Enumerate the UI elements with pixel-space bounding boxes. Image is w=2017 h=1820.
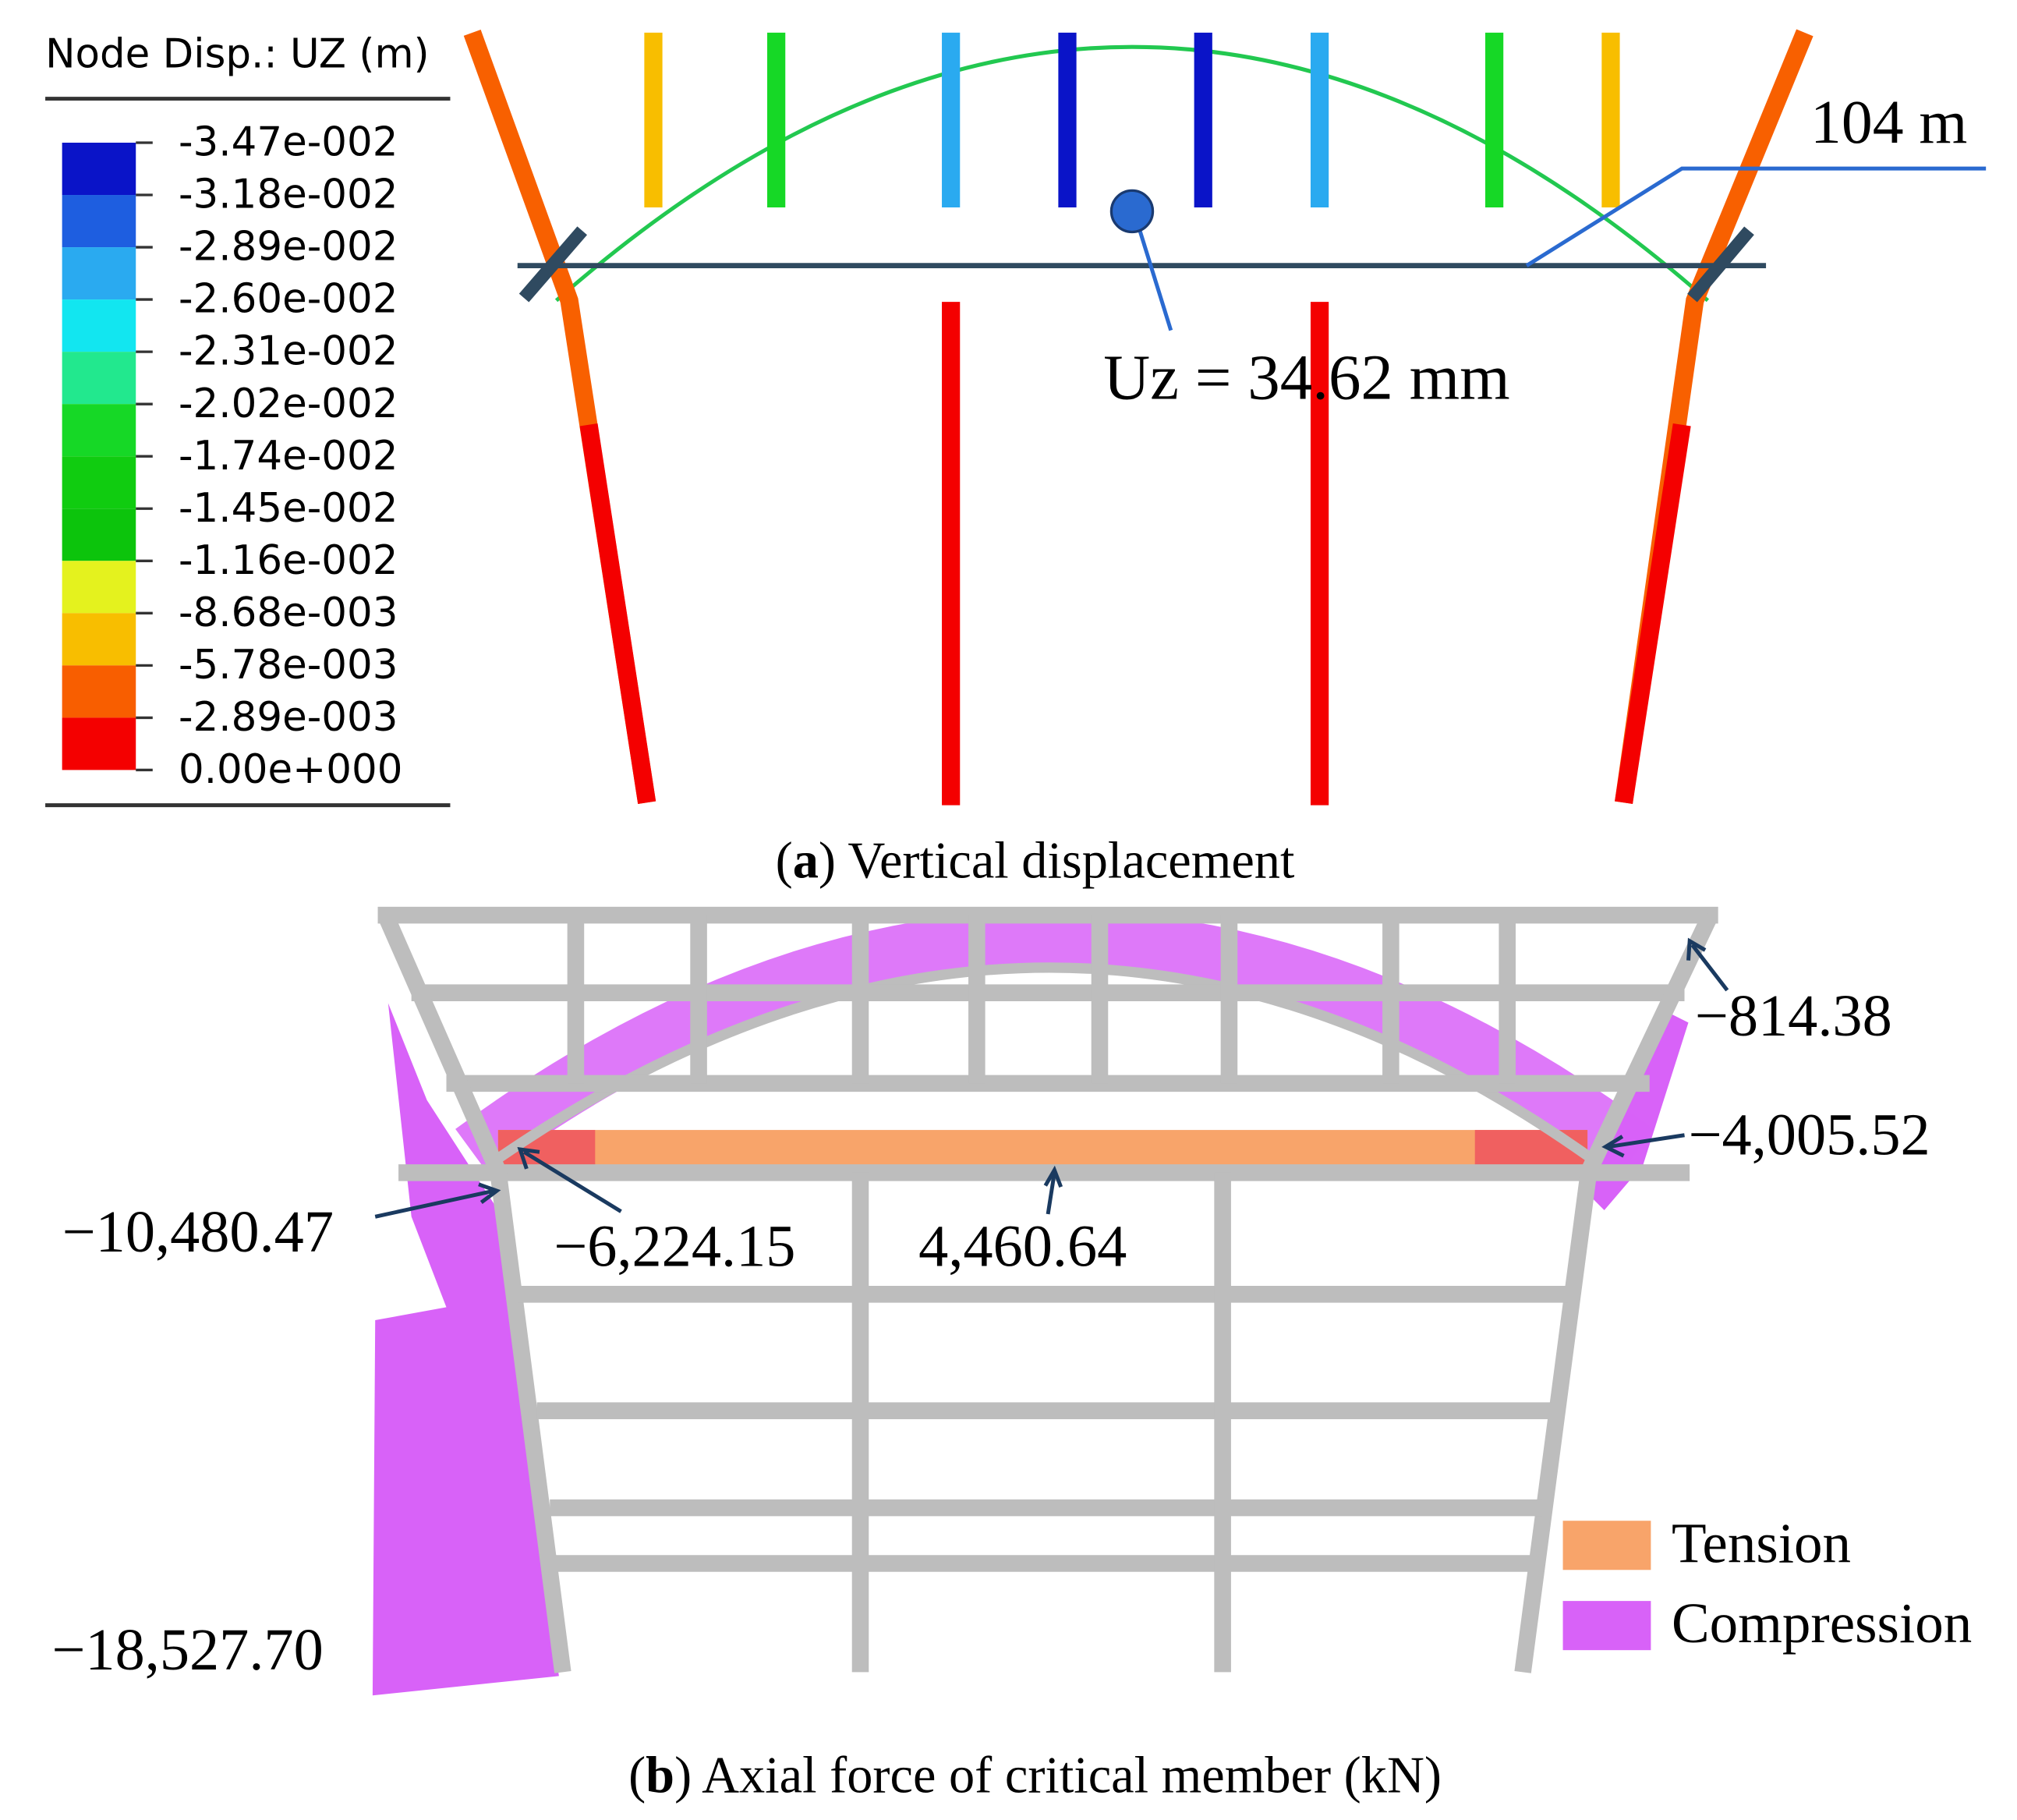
force-labels: −814.38 −4,005.52 −10,480.47 −6,224.15 4…: [51, 983, 1930, 1683]
legend-swatch: [62, 561, 136, 614]
legend-label: Compression: [1672, 1592, 1972, 1655]
legend-label: -5.78e-003: [179, 642, 398, 689]
force-label: −4,005.52: [1689, 1102, 1930, 1168]
legend-title: Node Disp.: UZ (m): [45, 31, 430, 78]
caption-part: ) Axial force of critical member (kN): [674, 1747, 1442, 1804]
legend-label: -8.68e-003: [179, 590, 398, 636]
force-label: −814.38: [1695, 983, 1892, 1049]
caption-part: a: [793, 833, 819, 890]
legend-swatch: [62, 404, 136, 457]
caption: (b) Axial force of critical member (kN): [628, 1747, 1442, 1804]
legend-label: -1.45e-002: [179, 485, 398, 532]
legend: Tension Compression: [1562, 1511, 1972, 1655]
node-marker: [1109, 189, 1155, 234]
leader-line: [1132, 213, 1173, 331]
force-label: −6,224.15: [554, 1213, 795, 1279]
legend-swatch: [62, 508, 136, 561]
support: [518, 226, 588, 303]
caption-part: (: [628, 1747, 646, 1804]
legend-swatch: [62, 352, 136, 405]
frame: [377, 906, 1718, 1673]
legend-label: -3.18e-002: [179, 172, 398, 218]
legend-swatch: [62, 299, 136, 352]
legend-swatch: [1562, 1521, 1651, 1570]
legend-swatch: [1562, 1601, 1651, 1651]
legend-swatch: [62, 195, 136, 248]
caption-part: ) Vertical displacement: [819, 833, 1295, 890]
legend-swatch: [62, 456, 136, 509]
caption-part: (: [776, 833, 793, 890]
column: [1615, 423, 1691, 805]
legend-label: -3.47e-002: [179, 119, 398, 166]
legend-label: -1.16e-002: [179, 537, 398, 584]
arch: [554, 44, 1710, 303]
legend-label: -2.02e-002: [179, 381, 398, 427]
legend-swatch: [62, 142, 136, 196]
legend-label: Tension: [1672, 1511, 1851, 1574]
panel-a-structure: [463, 23, 1987, 806]
caption-part: b: [646, 1747, 674, 1804]
legend-swatch: [62, 613, 136, 666]
arrows: [374, 937, 1729, 1219]
legend-swatch: [62, 717, 136, 770]
force-label: 4,460.64: [918, 1213, 1127, 1279]
caption: (a) Vertical displacement: [776, 833, 1295, 890]
legend-label: -2.60e-002: [179, 276, 398, 323]
support: [1687, 226, 1754, 303]
force-label: −18,527.70: [51, 1616, 323, 1683]
column: [579, 423, 656, 805]
legend-label: -1.74e-002: [179, 433, 398, 480]
span-label: 104 m: [1810, 88, 1967, 157]
tension-bar: [497, 1130, 1588, 1167]
legend: Node Disp.: UZ (m) -3.47e-002 -3.18e-002 -…: [45, 31, 451, 808]
compression-arch: [455, 910, 1654, 1175]
legend-label: -2.89e-002: [179, 224, 398, 271]
panel-b-structure: [372, 906, 1729, 1696]
legend-swatch: [62, 665, 136, 718]
force-label: −10,480.47: [62, 1199, 334, 1265]
uz-label: Uz = 34.62 mm: [1103, 342, 1509, 413]
legend-label: 0.00e+000: [179, 746, 402, 793]
leader-line: [1525, 166, 1987, 267]
verticals: [644, 32, 1620, 207]
legend-label: -2.31e-002: [179, 328, 398, 375]
arch: [495, 962, 1594, 1163]
legend-label: -2.89e-003: [179, 694, 398, 741]
legend-swatch: [62, 247, 136, 300]
